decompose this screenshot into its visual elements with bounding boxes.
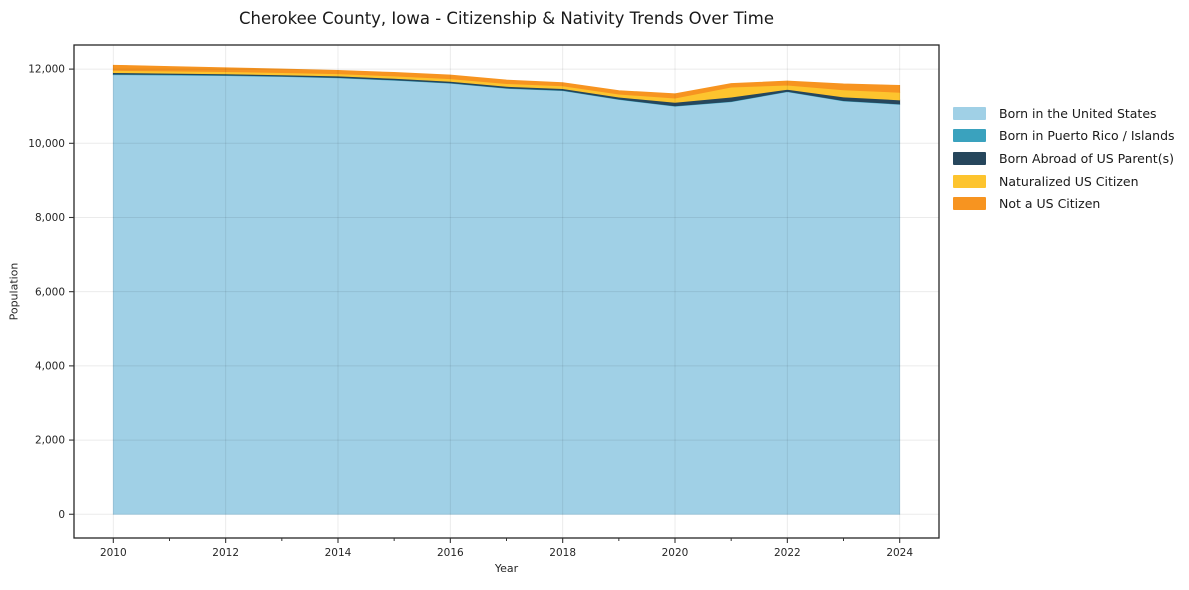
- x-tick-label: 2016: [437, 547, 464, 559]
- x-tick-label: 2020: [662, 547, 689, 559]
- y-tick-label: 8,000: [35, 212, 65, 224]
- legend-item-1: Born in Puerto Rico / Islands: [953, 128, 1175, 144]
- x-axis-label: Year: [494, 562, 519, 575]
- legend-label: Not a US Citizen: [999, 196, 1101, 212]
- legend-swatch: [953, 197, 986, 211]
- x-tick-label: 2012: [212, 547, 239, 559]
- legend-label: Born Abroad of US Parent(s): [999, 150, 1174, 166]
- x-tick-label: 2024: [886, 547, 913, 559]
- legend-item-4: Not a US Citizen: [953, 196, 1175, 212]
- y-tick-label: 2,000: [35, 435, 65, 447]
- y-tick-label: 6,000: [35, 286, 65, 298]
- y-tick-label: 10,000: [28, 138, 65, 150]
- y-tick-label: 4,000: [35, 360, 65, 372]
- legend-item-2: Born Abroad of US Parent(s): [953, 150, 1175, 166]
- y-tick-label: 12,000: [28, 64, 65, 76]
- area-series-0: [112, 74, 901, 515]
- legend-item-0: Born in the United States: [953, 105, 1175, 121]
- legend-swatch: [953, 129, 986, 143]
- x-tick-label: 2018: [549, 547, 576, 559]
- y-tick-label: 0: [58, 509, 65, 521]
- area-series-4: [112, 64, 901, 99]
- legend: Born in the United States Born in Puerto …: [953, 105, 1175, 218]
- x-tick-label: 2014: [325, 547, 352, 559]
- y-axis-label: Population: [7, 262, 21, 321]
- legend-swatch: [953, 106, 986, 120]
- legend-label: Naturalized US Citizen: [999, 173, 1139, 189]
- legend-swatch: [953, 174, 986, 188]
- legend-swatch: [953, 151, 986, 165]
- chart-title: Cherokee County, Iowa - Citizenship & Na…: [239, 9, 774, 28]
- legend-label: Born in the United States: [999, 105, 1157, 121]
- legend-item-3: Naturalized US Citizen: [953, 173, 1175, 189]
- x-tick-label: 2022: [774, 547, 801, 559]
- x-tick-label: 2010: [100, 547, 127, 559]
- legend-label: Born in Puerto Rico / Islands: [999, 128, 1175, 144]
